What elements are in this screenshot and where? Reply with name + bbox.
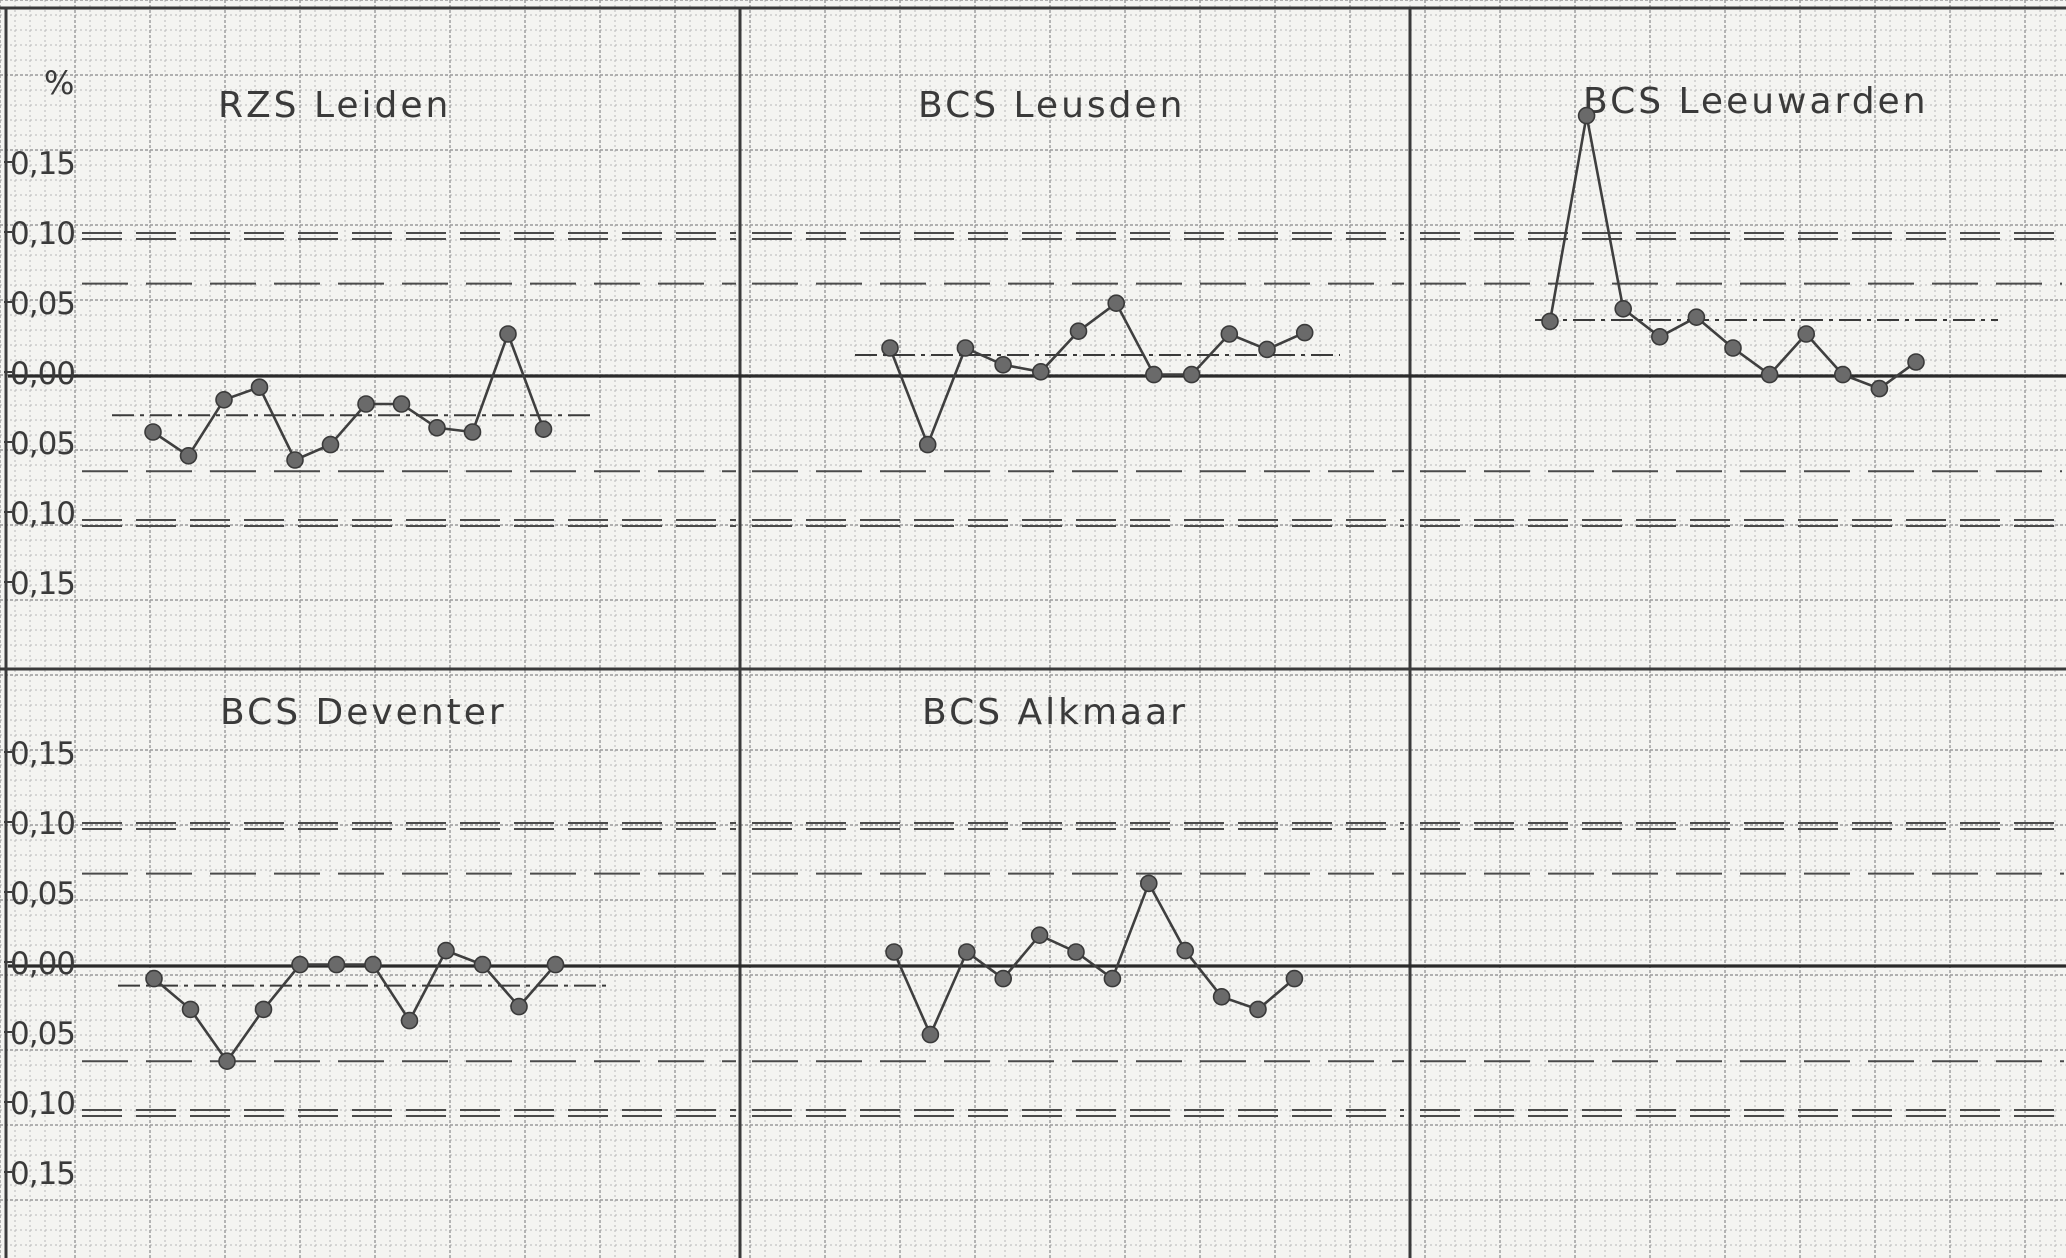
- data-point: [428, 418, 446, 437]
- data-point: [321, 435, 340, 454]
- y-tick-label: 0,05: [10, 426, 75, 462]
- data-point: [918, 435, 937, 454]
- data-point: [1541, 312, 1559, 331]
- data-point: [1103, 969, 1122, 988]
- data-point: [254, 1000, 273, 1019]
- data-point: [1295, 323, 1314, 342]
- data-point: [473, 955, 492, 974]
- y-tick-label: 0,05: [10, 286, 75, 322]
- panel-bcs-deventer: BCS Deventer: [82, 692, 736, 1117]
- data-point: [218, 1052, 236, 1070]
- y-tick-label: 0,15: [10, 146, 75, 182]
- data-point: [1249, 1000, 1267, 1019]
- data-point: [327, 955, 346, 974]
- data-point: [1212, 987, 1231, 1006]
- data-point: [1907, 353, 1925, 371]
- data-point: [437, 941, 455, 960]
- data-point: [1687, 308, 1706, 327]
- data-point: [1577, 106, 1596, 125]
- data-point: [881, 339, 899, 357]
- data-point: [250, 378, 269, 397]
- data-point: [546, 955, 565, 974]
- y-tick-label: 0,00: [10, 356, 75, 392]
- panel-title: RZS Leiden: [218, 85, 451, 126]
- y-tick-label: 0,05: [10, 1016, 75, 1052]
- panel-bcs-leeuwarden: BCS Leeuwarden: [1420, 81, 2062, 527]
- panel-title: BCS Alkmaar: [922, 692, 1188, 733]
- data-point: [1614, 299, 1632, 318]
- panel-title: BCS Deventer: [220, 692, 507, 733]
- data-point: [357, 395, 375, 413]
- data-point: [1030, 926, 1049, 945]
- y-tick-label: 0,10: [10, 1086, 75, 1122]
- data-point: [1176, 941, 1194, 960]
- data-point: [1797, 325, 1815, 343]
- data-point: [956, 339, 975, 357]
- data-point: [463, 423, 482, 441]
- panel-empty: [1420, 822, 2064, 1117]
- series-line: [892, 880, 1296, 1038]
- y-tick-label: 0,10: [10, 216, 75, 252]
- data-point: [1870, 379, 1889, 398]
- data-point: [1651, 327, 1669, 346]
- panel-title: BCS Leusden: [918, 85, 1185, 126]
- data-point: [1145, 365, 1163, 384]
- data-point: [181, 1000, 200, 1019]
- y-tick-label: 0,00: [10, 946, 75, 982]
- y-tick-label: 0,10: [10, 806, 75, 842]
- data-point: [179, 446, 198, 465]
- data-point: [1724, 339, 1742, 357]
- data-point: [364, 955, 382, 974]
- data-point: [957, 943, 976, 961]
- y-tick-label: 0,15: [10, 1156, 75, 1192]
- panel-rzs-leiden: RZS Leiden: [82, 85, 736, 527]
- panel-bcs-leusden: BCS Leusden: [752, 85, 1404, 527]
- data-point: [144, 423, 162, 441]
- data-point: [1760, 365, 1779, 384]
- y-tick-label: 0,05: [10, 876, 75, 912]
- y-axis-labels: % 0,15 0,10 0,05 0,00 0,05 0,10 0,15 0,15 0,10 0,…: [4, 64, 76, 1192]
- data-point: [400, 1011, 419, 1030]
- unit-label: %: [44, 64, 74, 102]
- data-point: [1834, 365, 1852, 384]
- data-point: [1069, 322, 1088, 341]
- data-point: [215, 390, 233, 409]
- series-line: [153, 948, 557, 1064]
- data-point: [1067, 943, 1085, 961]
- y-tick-label: 0,15: [10, 736, 75, 772]
- data-point: [885, 943, 903, 961]
- y-tick-label: 0,10: [10, 496, 75, 532]
- panel-title: BCS Leeuwarden: [1583, 81, 1929, 122]
- data-point: [1220, 325, 1239, 343]
- data-point: [1182, 365, 1201, 384]
- data-point: [994, 969, 1013, 988]
- data-point: [291, 955, 309, 974]
- data-point: [1140, 874, 1158, 893]
- data-point: [1285, 969, 1304, 988]
- series-line: [152, 330, 545, 462]
- series-line: [888, 301, 1306, 449]
- data-point: [921, 1025, 940, 1044]
- data-point: [499, 325, 517, 343]
- data-point: [1032, 362, 1050, 381]
- data-point: [392, 395, 411, 413]
- data-point: [145, 969, 163, 988]
- data-point: [1107, 294, 1125, 313]
- data-point: [534, 420, 553, 439]
- data-point: [286, 451, 304, 469]
- data-point: [510, 997, 528, 1016]
- y-tick-label: 0,15: [10, 566, 75, 602]
- panel-bcs-alkmaar: BCS Alkmaar: [752, 692, 1404, 1117]
- data-point: [1258, 340, 1276, 359]
- data-point: [994, 355, 1012, 374]
